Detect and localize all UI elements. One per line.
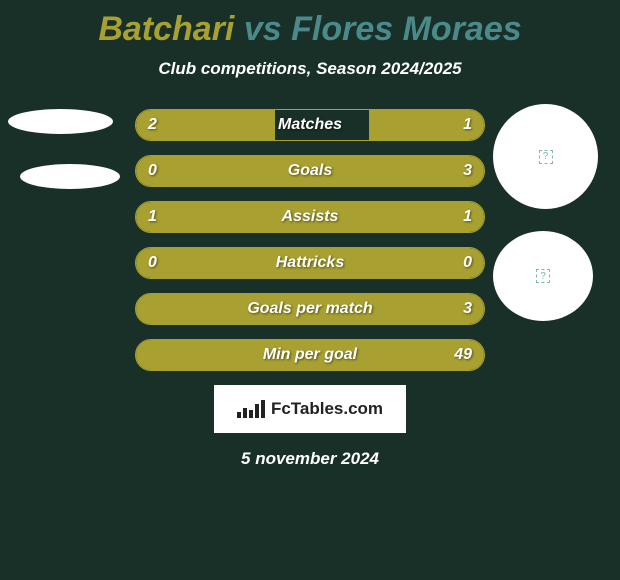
stat-value-left: 0 <box>148 248 157 278</box>
subtitle: Club competitions, Season 2024/2025 <box>0 59 620 79</box>
vs-text: vs <box>244 10 282 48</box>
stat-label: Min per goal <box>136 340 484 370</box>
stat-label: Hattricks <box>136 248 484 278</box>
avatar-placeholder-1 <box>8 109 113 134</box>
club-circle-2: ? <box>493 231 593 321</box>
avatar-placeholder-2 <box>20 164 120 189</box>
player2-name: Flores Moraes <box>291 10 522 48</box>
player1-name: Batchari <box>98 10 234 48</box>
stat-value-right: 3 <box>463 294 472 324</box>
stat-value-right: 49 <box>454 340 472 370</box>
stat-row: 49Min per goal <box>135 339 485 371</box>
stat-value-right: 1 <box>463 202 472 232</box>
question-icon: ? <box>536 269 550 283</box>
stat-value-right: 3 <box>463 156 472 186</box>
stat-row: 1 1Assists <box>135 201 485 233</box>
content-area: ? ? 21Matches03Goals11Assists00Hattricks… <box>0 109 620 469</box>
question-icon: ? <box>539 150 553 164</box>
stat-row: 2 1Matches <box>135 109 485 141</box>
club-circle-1: ? <box>493 104 598 209</box>
stat-label: Goals per match <box>136 294 484 324</box>
stat-value-right: 1 <box>463 110 472 140</box>
right-avatars: ? ? <box>493 104 598 321</box>
stat-value-left: 0 <box>148 156 157 186</box>
stat-row: 3Goals per match <box>135 293 485 325</box>
stat-label: Assists <box>136 202 484 232</box>
stat-value-left: 2 <box>148 110 157 140</box>
stat-label: Goals <box>136 156 484 186</box>
stat-row: 0 0Hattricks <box>135 247 485 279</box>
stat-row: 0 3Goals <box>135 155 485 187</box>
left-avatars <box>8 109 120 189</box>
logo-box: FcTables.com <box>214 385 406 433</box>
date-text: 5 november 2024 <box>0 449 620 469</box>
stats-bars: 21Matches03Goals11Assists00Hattricks3Goa… <box>135 109 485 371</box>
stat-value-right: 0 <box>463 248 472 278</box>
stat-value-left: 1 <box>148 202 157 232</box>
logo-chart-icon <box>237 400 265 418</box>
logo-text: FcTables.com <box>271 399 383 419</box>
comparison-title: Batchari vs Flores Moraes <box>0 0 620 49</box>
stat-label: Matches <box>136 110 484 140</box>
